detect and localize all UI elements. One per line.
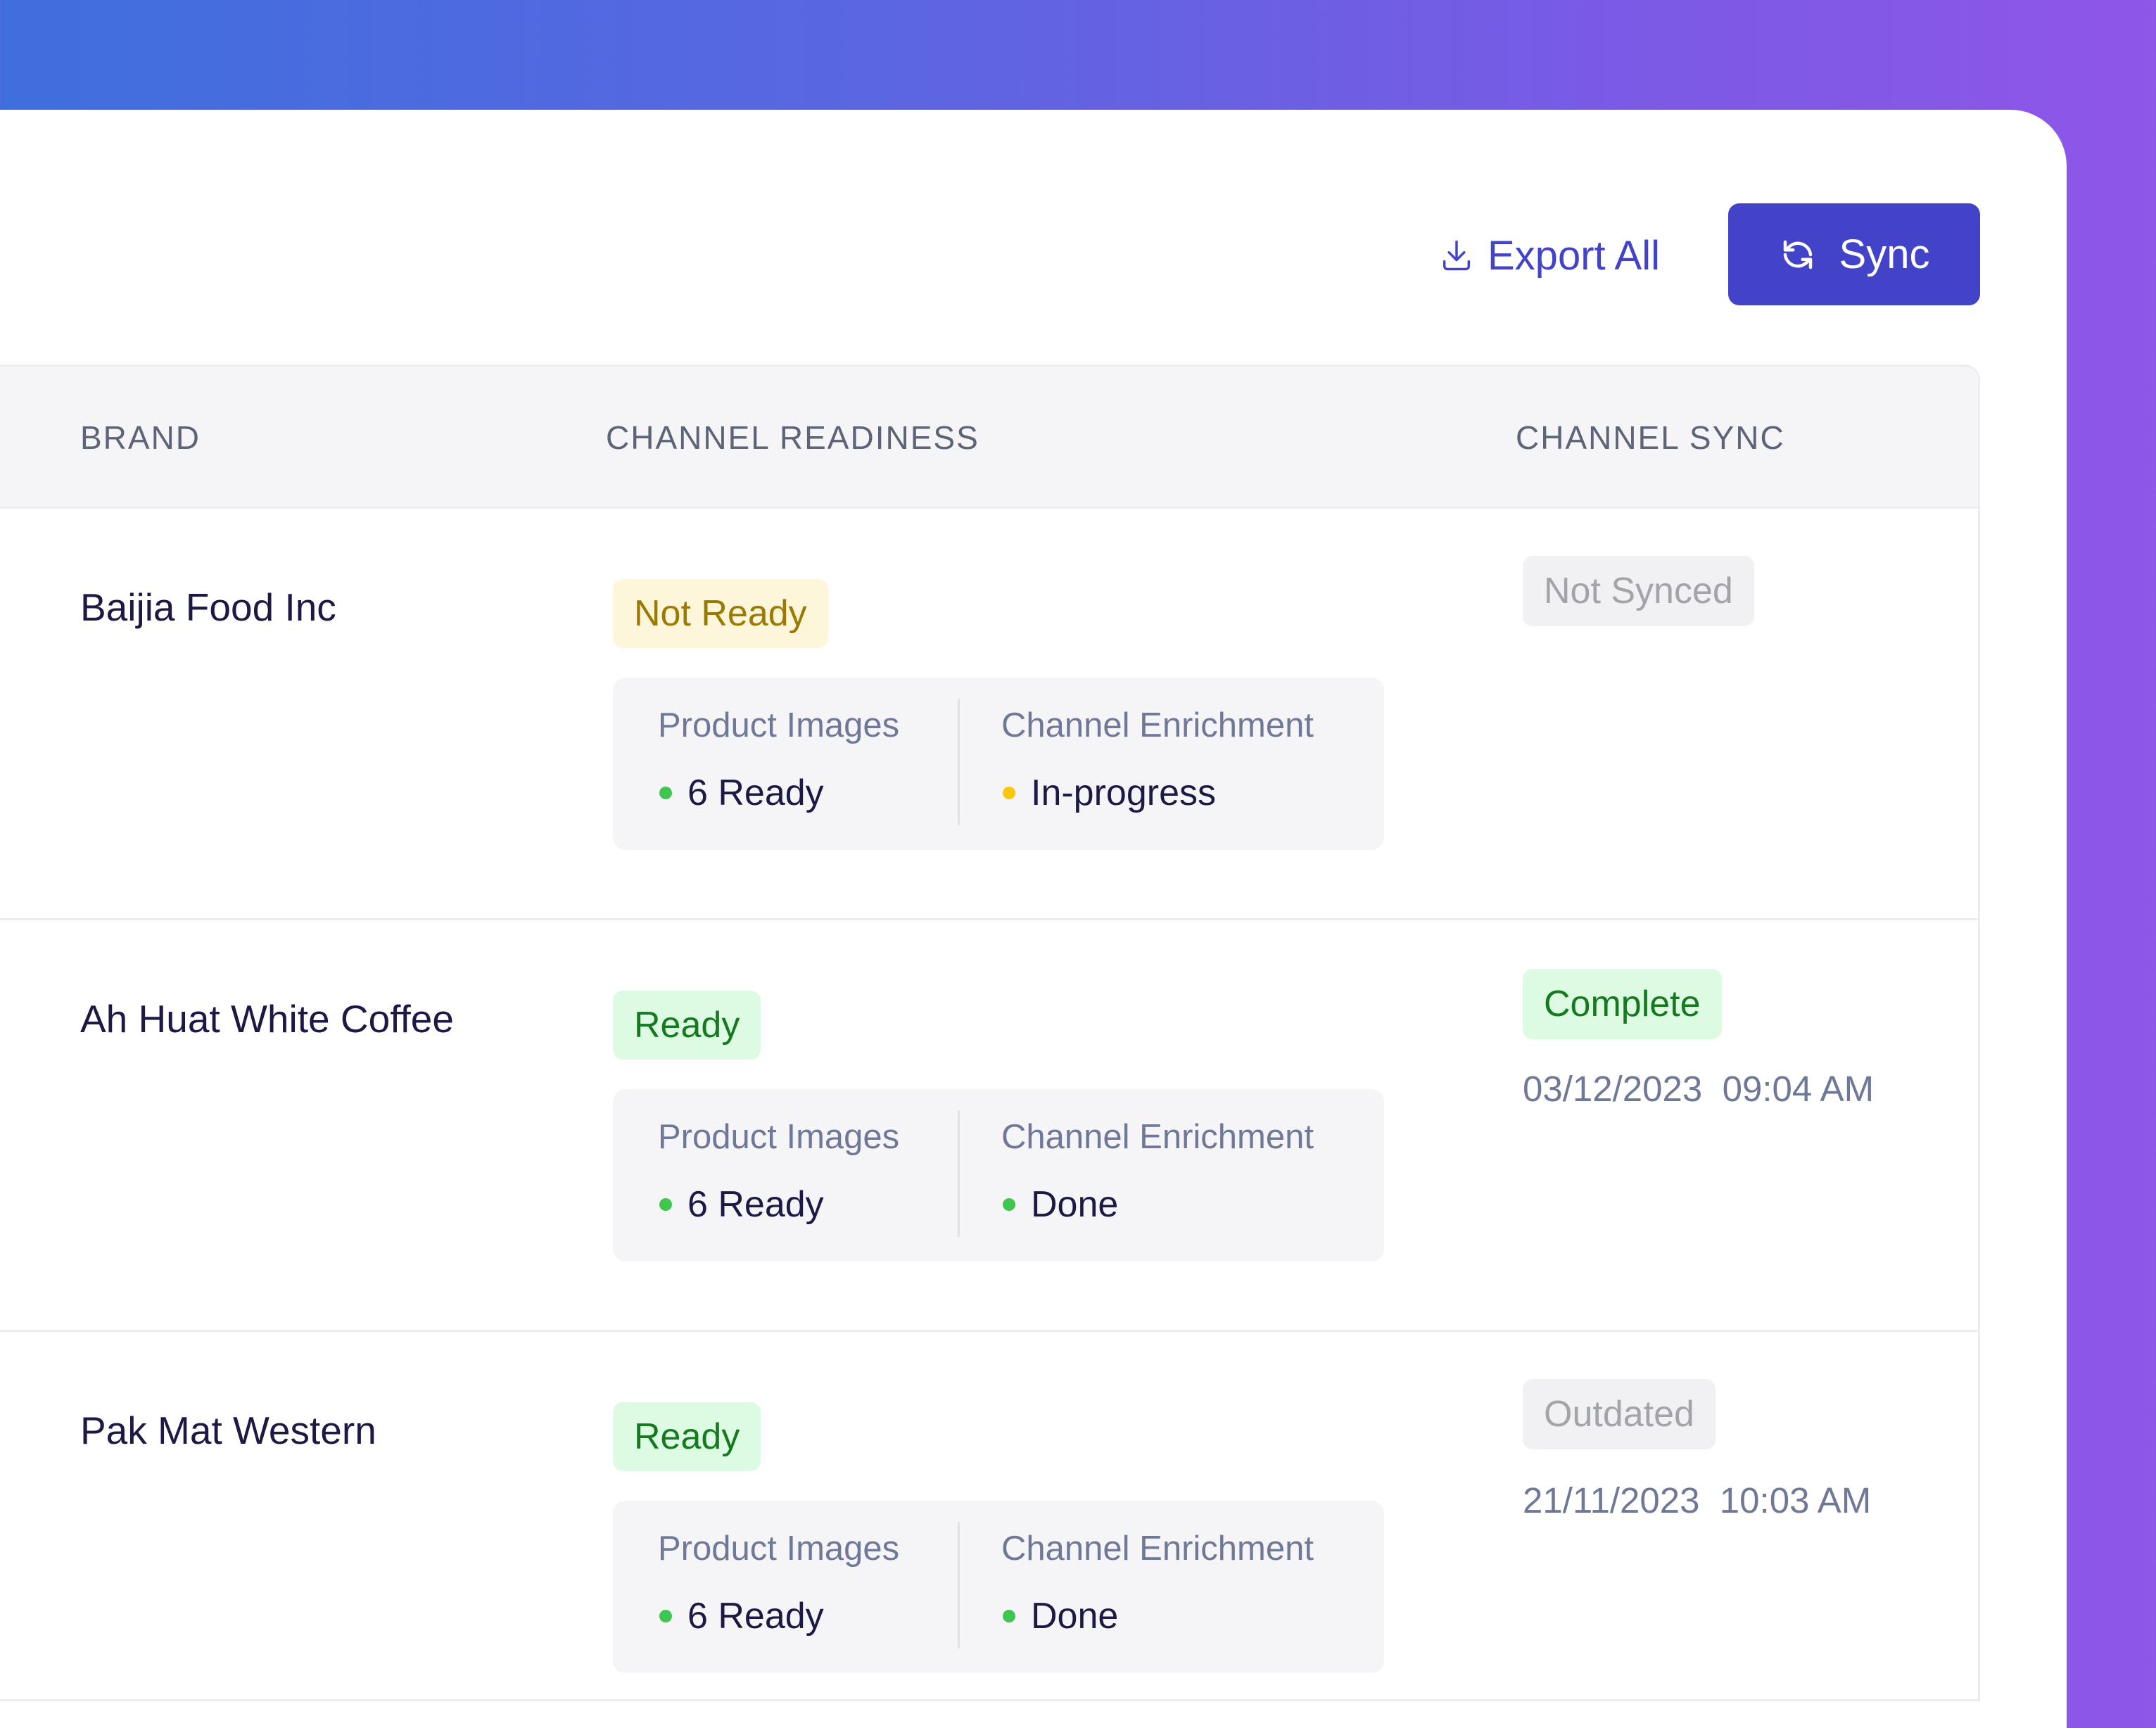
header-brand: BRAND	[80, 419, 201, 456]
product-images-label: Product Images	[658, 706, 900, 744]
status-dot-icon	[1003, 787, 1015, 799]
sync-status-badge: Complete	[1523, 969, 1722, 1039]
readiness-badge: Ready	[613, 991, 761, 1060]
export-all-label: Export All	[1488, 232, 1660, 279]
divider	[958, 1522, 960, 1648]
channel-enrichment-text: Done	[1031, 1184, 1119, 1225]
table-row[interactable]: Ah Huat White Coffee Ready Product Image…	[0, 918, 1978, 1330]
divider	[958, 1110, 960, 1237]
product-images-text: 6 Ready	[687, 1596, 824, 1637]
download-icon	[1442, 240, 1471, 271]
readiness-details: Product Images 6 Ready Channel Enrichmen…	[613, 1501, 1384, 1673]
readiness-details: Product Images 6 Ready Channel Enrichmen…	[613, 678, 1384, 850]
product-images-value: 6 Ready	[659, 1595, 824, 1637]
divider	[958, 699, 960, 825]
channel-enrichment-label: Channel Enrichment	[1001, 1118, 1314, 1156]
product-images-value: 6 Ready	[659, 772, 824, 814]
table-header: BRAND CHANNEL READINESS CHANNEL SYNC	[0, 367, 1978, 507]
product-images-label: Product Images	[658, 1118, 900, 1156]
status-dot-icon	[659, 1610, 672, 1622]
status-dot-icon	[659, 1198, 672, 1211]
sync-status-badge: Outdated	[1523, 1379, 1716, 1449]
table-row[interactable]: Pak Mat Western Ready Product Images 6 R…	[0, 1330, 1978, 1699]
sync-button[interactable]: Sync	[1728, 203, 1980, 305]
channel-enrichment-value: Done	[1003, 1183, 1118, 1226]
refresh-icon	[1783, 240, 1812, 269]
channel-enrichment-text: Done	[1031, 1596, 1119, 1637]
channel-enrichment-label: Channel Enrichment	[1001, 706, 1314, 744]
status-dot-icon	[1003, 1198, 1015, 1211]
product-images-text: 6 Ready	[687, 773, 824, 813]
product-images-text: 6 Ready	[687, 1184, 824, 1225]
brand-name: Ah Huat White Coffee	[80, 997, 454, 1041]
sync-label: Sync	[1839, 231, 1930, 277]
brand-name: Baijia Food Inc	[80, 585, 336, 629]
status-dot-icon	[1003, 1610, 1015, 1622]
channel-enrichment-value: Done	[1003, 1595, 1118, 1637]
status-dot-icon	[659, 787, 672, 799]
readiness-details: Product Images 6 Ready Channel Enrichmen…	[613, 1089, 1384, 1262]
readiness-badge: Not Ready	[613, 579, 828, 648]
channel-enrichment-text: In-progress	[1031, 773, 1216, 813]
channel-enrichment-value: In-progress	[1003, 772, 1216, 814]
readiness-badge: Ready	[613, 1402, 761, 1471]
channel-enrichment-label: Channel Enrichment	[1001, 1530, 1314, 1568]
brand-name: Pak Mat Western	[80, 1409, 376, 1452]
brands-table: BRAND CHANNEL READINESS CHANNEL SYNC Bai…	[0, 364, 1980, 1701]
header-channel-readiness: CHANNEL READINESS	[606, 419, 979, 456]
product-images-value: 6 Ready	[659, 1183, 824, 1226]
sync-status-badge: Not Synced	[1523, 556, 1754, 626]
table-row[interactable]: Baijia Food Inc Not Ready Product Images…	[0, 507, 1978, 918]
sync-date: 21/11/2023 10:03 AM	[1523, 1480, 1872, 1520]
export-all-button[interactable]: Export All	[1438, 229, 1660, 281]
sync-date: 03/12/2023 09:04 AM	[1523, 1069, 1875, 1109]
product-images-label: Product Images	[658, 1530, 900, 1568]
header-channel-sync: CHANNEL SYNC	[1516, 419, 1785, 456]
